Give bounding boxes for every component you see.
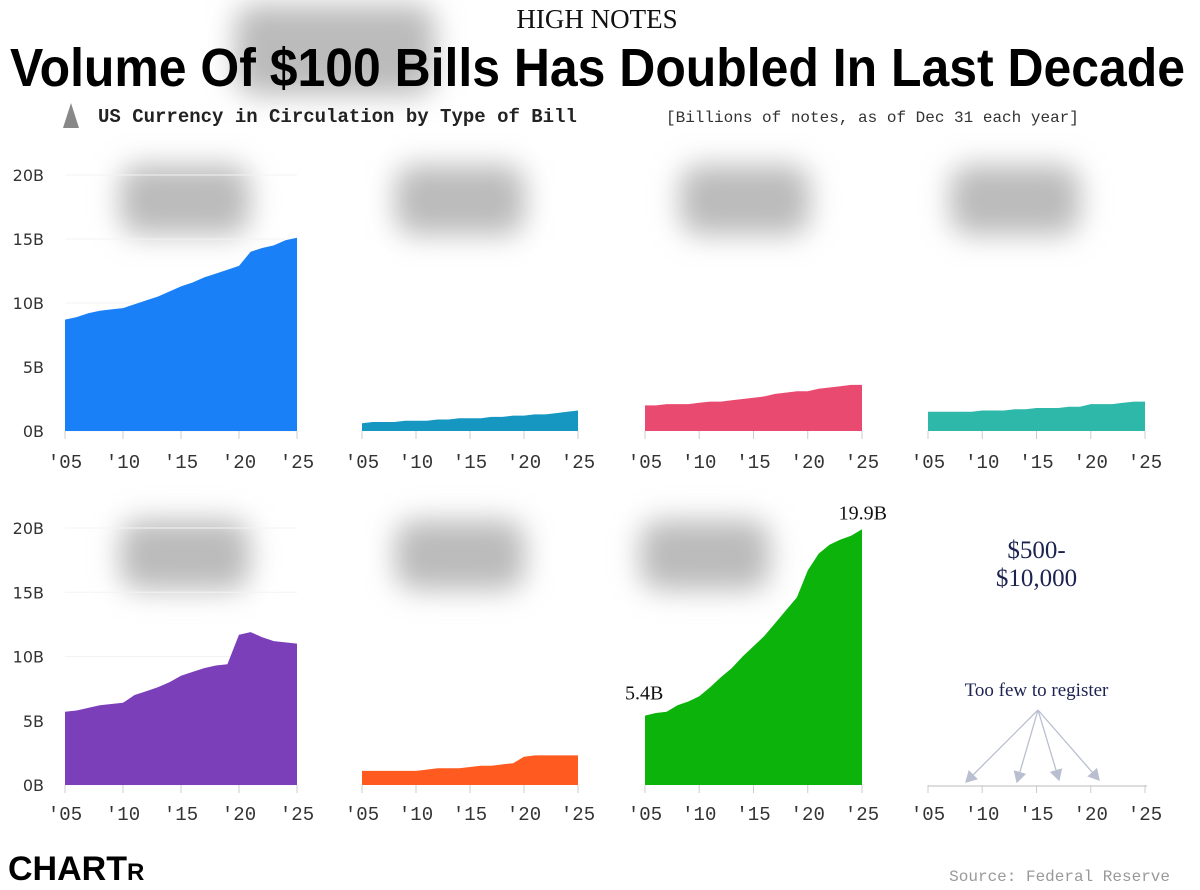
end-value-label: 19.9B — [839, 502, 887, 524]
panel-1: 0B 5B 10B 15B 20B '05 '10 '15 '20 '25 — [13, 166, 314, 474]
x-tick-label: '05 — [345, 452, 379, 474]
x-tick-label: '15 — [736, 804, 770, 826]
panel-6: '05 '10 '15 '20 '25 — [345, 755, 595, 826]
denomination-label-2: $10,000 — [996, 565, 1077, 592]
x-tick-label: '15 — [453, 804, 487, 826]
y-tick-label: 5B — [23, 358, 44, 377]
chartr-logo-tail: R — [127, 859, 144, 886]
area-series — [362, 755, 578, 785]
x-tick-label: '25 — [845, 452, 879, 474]
x-tick-label: '25 — [280, 452, 314, 474]
chartr-logo-main: CHART — [8, 850, 127, 888]
x-tick-label: '10 — [682, 452, 716, 474]
label-blur — [950, 165, 1080, 235]
x-tick-label: '15 — [453, 452, 487, 474]
y-tick-label: 5B — [23, 712, 44, 731]
arrow-icon — [965, 709, 1039, 783]
x-tick-label: '15 — [164, 452, 198, 474]
unit-note: [Billions of notes, as of Dec 31 each ye… — [666, 109, 1079, 127]
arrow-icon — [1013, 709, 1039, 784]
arrow-icon — [1037, 709, 1100, 781]
area-series — [645, 529, 862, 785]
y-tick-label: 15B — [13, 230, 44, 249]
x-tick-label: '25 — [561, 804, 595, 826]
x-tick-label: '10 — [399, 804, 433, 826]
panel-8: '05 '10 '15 '20 '25 $500-$10,000 Too few to re… — [911, 537, 1162, 826]
x-tick-label: '20 — [791, 804, 825, 826]
triangle-icon — [63, 103, 79, 128]
x-tick-label: '25 — [561, 452, 595, 474]
x-tick-label: '20 — [222, 452, 256, 474]
label-blur — [680, 165, 810, 235]
y-tick-label: 15B — [13, 583, 44, 602]
label-blur — [395, 520, 525, 590]
label-blur — [120, 165, 250, 235]
x-tick-label: '05 — [911, 452, 945, 474]
panel-2: '05 '10 '15 '20 '25 — [345, 410, 595, 474]
note-label: Too few to register — [965, 680, 1109, 701]
x-tick-label: '05 — [345, 804, 379, 826]
panel-3: '05 '10 '15 '20 '25 — [628, 384, 879, 474]
x-tick-label: '15 — [164, 804, 198, 826]
y-tick-label: 10B — [13, 294, 44, 313]
x-tick-label: '20 — [507, 804, 541, 826]
x-tick-label: '10 — [965, 452, 999, 474]
label-blur — [395, 165, 525, 235]
title-blur — [235, 5, 435, 95]
x-tick-label: '15 — [736, 452, 770, 474]
x-tick-label: '20 — [791, 452, 825, 474]
panel-5: 0B 5B 10B 15B 20B '05 '10 '15 '20 '25 — [13, 519, 314, 826]
y-tick-label: 10B — [13, 648, 44, 667]
x-tick-label: '05 — [628, 452, 662, 474]
x-tick-label: '05 — [911, 804, 945, 826]
start-value-label: 5.4B — [625, 683, 663, 705]
source-note: Source: Federal Reserve — [949, 868, 1170, 886]
denomination-label: $500- — [1007, 537, 1065, 564]
x-tick-label: '15 — [1019, 452, 1053, 474]
area-series — [928, 401, 1145, 431]
x-tick-label: '20 — [222, 804, 256, 826]
x-tick-label: '25 — [845, 804, 879, 826]
x-tick-label: '20 — [1074, 452, 1108, 474]
area-series — [645, 384, 862, 431]
y-tick-label: 20B — [13, 166, 44, 185]
x-tick-label: '25 — [1128, 452, 1162, 474]
area-series — [65, 632, 297, 785]
chart-subtitle: US Currency in Circulation by Type of Bi… — [98, 106, 577, 128]
x-tick-label: '05 — [48, 452, 82, 474]
x-tick-label: '05 — [628, 804, 662, 826]
chart-title: Volume Of $100 Bills Has Doubled In Last… — [10, 38, 1185, 98]
x-tick-label: '05 — [48, 804, 82, 826]
kicker: HIGH NOTES — [516, 4, 677, 34]
x-tick-label: '10 — [682, 804, 716, 826]
area-series — [362, 410, 578, 431]
y-tick-label: 0B — [23, 422, 44, 441]
x-tick-label: '25 — [280, 804, 314, 826]
x-tick-label: '10 — [399, 452, 433, 474]
label-blur — [640, 520, 770, 590]
arrow-icon — [1037, 709, 1063, 782]
y-tick-label: 20B — [13, 519, 44, 538]
redaction-blurs — [120, 5, 1080, 590]
panel-4: '05 '10 '15 '20 '25 — [911, 401, 1162, 474]
x-tick-label: '10 — [965, 804, 999, 826]
label-blur — [120, 520, 250, 590]
x-tick-label: '20 — [1074, 804, 1108, 826]
x-tick-label: '10 — [106, 804, 140, 826]
area-series — [65, 237, 297, 431]
panel-7: '05 '10 '15 '20 '25 5.4B 19.9B — [625, 502, 887, 826]
chartr-logo: CHARTR — [8, 850, 144, 888]
y-tick-label: 0B — [23, 776, 44, 795]
x-tick-label: '10 — [106, 452, 140, 474]
x-tick-label: '25 — [1128, 804, 1162, 826]
x-tick-label: '20 — [507, 452, 541, 474]
x-tick-label: '15 — [1019, 804, 1053, 826]
